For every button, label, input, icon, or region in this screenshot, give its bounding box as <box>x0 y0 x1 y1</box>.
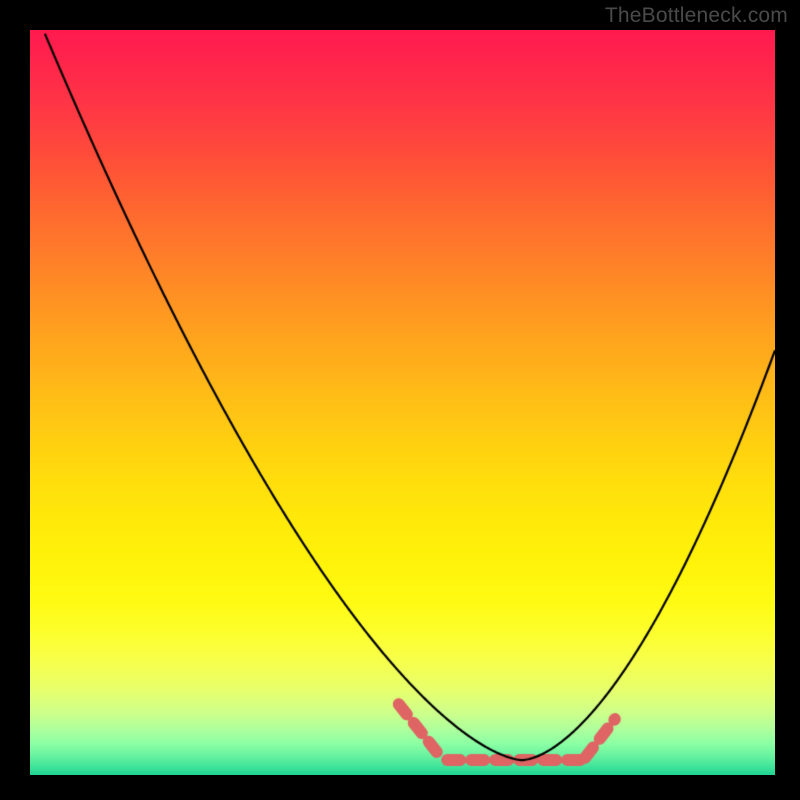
plot-area <box>30 30 775 775</box>
bottleneck-curve-chart <box>30 30 775 775</box>
chart-stage: TheBottleneck.com <box>0 0 800 800</box>
watermark-label: TheBottleneck.com <box>605 4 788 28</box>
